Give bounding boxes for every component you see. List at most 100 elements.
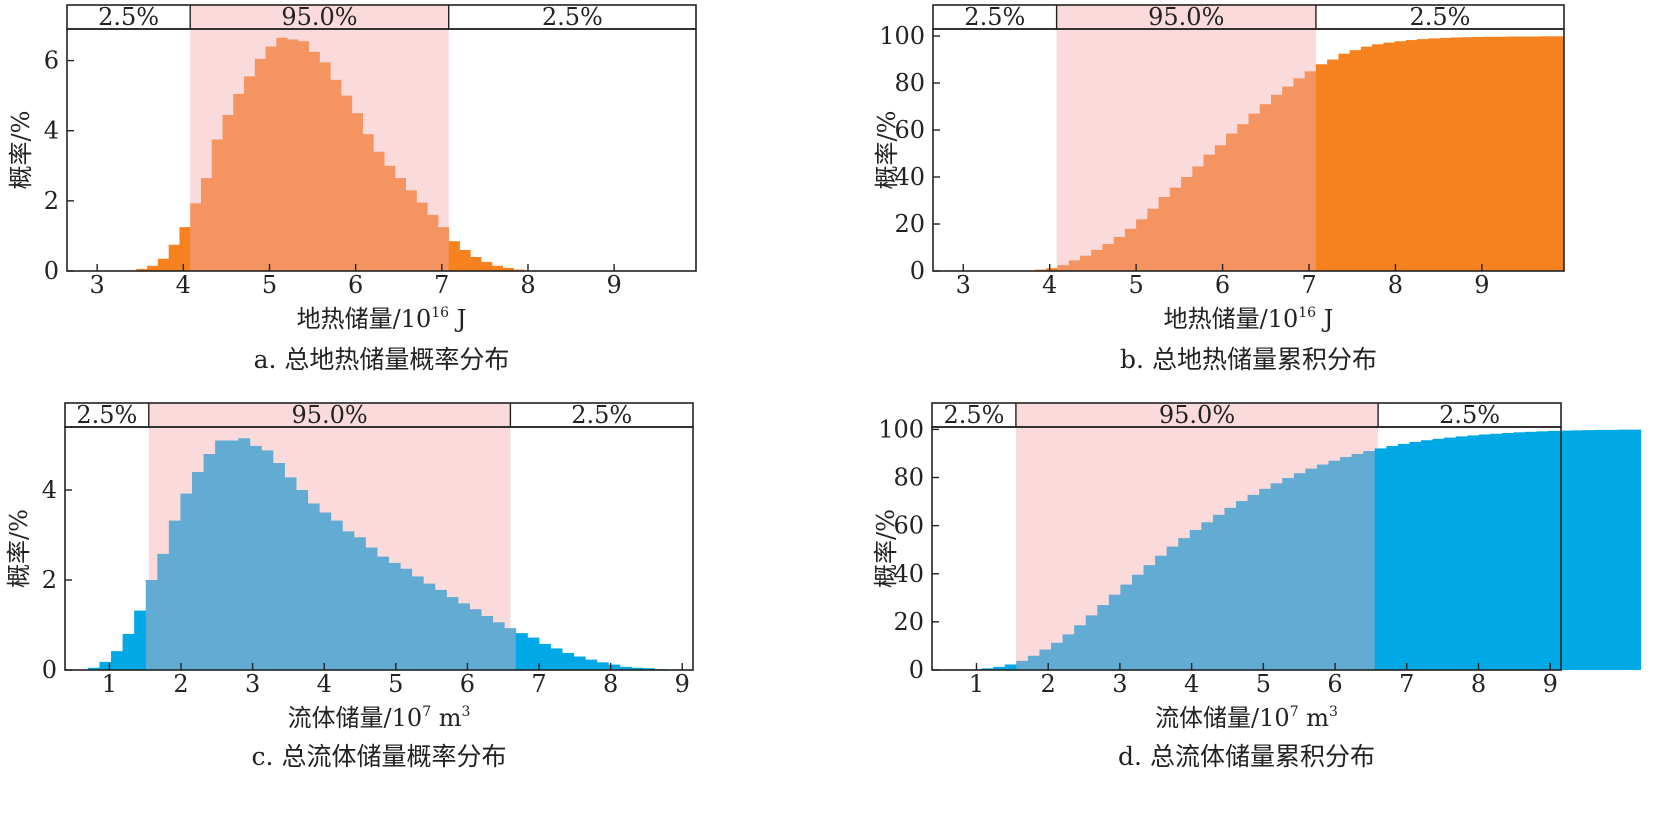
bar — [573, 656, 586, 670]
x-tick-label: 7 — [531, 670, 546, 698]
x-tick-label: 2 — [173, 670, 188, 698]
bar — [342, 531, 355, 670]
x-tick-label: 9 — [1474, 271, 1489, 299]
bar — [261, 450, 274, 670]
bar — [1004, 664, 1017, 670]
x-tick-label: 5 — [262, 271, 277, 299]
bar — [527, 637, 540, 670]
bar — [1629, 429, 1642, 670]
bar — [233, 93, 245, 271]
bar — [157, 258, 170, 271]
bar — [1439, 37, 1452, 271]
bar — [1417, 39, 1429, 272]
band-label-upper: 2.5% — [1409, 3, 1470, 31]
bar — [446, 597, 459, 670]
bar — [1166, 546, 1179, 670]
bar-series — [1023, 36, 1564, 272]
bar — [459, 249, 471, 271]
bar — [191, 472, 204, 670]
bar — [631, 667, 644, 670]
bar — [87, 667, 100, 670]
bar — [1248, 113, 1261, 272]
bar — [1420, 440, 1433, 670]
bar — [1360, 46, 1373, 271]
x-tick-label: 5 — [1128, 271, 1143, 299]
bar — [1192, 166, 1204, 271]
bar — [1282, 478, 1295, 670]
bar — [504, 628, 517, 670]
x-tick-label: 5 — [1256, 670, 1271, 698]
x-tick-label: 3 — [90, 271, 105, 299]
bar — [1178, 538, 1191, 670]
bar — [307, 503, 320, 670]
bar — [1091, 249, 1103, 271]
x-tick-label: 7 — [1301, 271, 1316, 299]
bar — [276, 37, 288, 272]
band-label-middle: 95.0% — [1159, 401, 1235, 429]
x-axis-label-text: 流体储量/10 — [288, 704, 423, 732]
y-tick-label: 40 — [894, 163, 925, 191]
bar — [400, 568, 413, 670]
x-axis-label-unit-exponent: 3 — [462, 704, 471, 720]
chart-panel-b: 2.5% 95.0% 2.5% 3 4 5 6 7 8 9 0 20 40 60 80 100 概率/% 地热储量… — [873, 3, 1565, 374]
bar — [469, 609, 482, 670]
x-axis-label-exponent: 7 — [422, 704, 431, 720]
bar — [190, 203, 202, 271]
x-tick-label: 6 — [460, 670, 475, 698]
x-tick-label: 4 — [176, 271, 191, 299]
bar — [1315, 64, 1328, 271]
bar — [1383, 42, 1395, 272]
bar — [373, 151, 385, 271]
bar-series — [958, 429, 1642, 670]
bar — [1224, 507, 1237, 670]
bar — [1432, 438, 1445, 670]
y-tick-label: 60 — [894, 116, 925, 144]
bar — [1259, 104, 1272, 271]
bar — [111, 651, 124, 670]
bar — [1467, 435, 1480, 670]
bar — [1428, 38, 1440, 272]
bar — [1506, 36, 1519, 271]
bar — [1293, 473, 1306, 670]
bar — [319, 512, 332, 670]
bar — [993, 666, 1006, 670]
bar — [550, 648, 563, 670]
bar — [1214, 145, 1227, 271]
x-tick-label: 8 — [603, 670, 618, 698]
x-tick-label: 3 — [245, 670, 260, 698]
bar — [168, 520, 181, 670]
bar — [1247, 494, 1260, 670]
y-tick-label: 2 — [42, 566, 57, 594]
bar — [168, 244, 180, 271]
y-axis-label: 概率/% — [872, 509, 900, 588]
chart-caption: b. 总地热储量累积分布 — [1120, 345, 1377, 374]
y-tick-label: 4 — [42, 476, 57, 504]
x-tick-label: 4 — [1042, 271, 1057, 299]
bar — [481, 616, 494, 670]
bar — [1513, 432, 1526, 670]
bar — [1473, 36, 1485, 272]
bar — [1124, 228, 1137, 271]
bar — [470, 256, 482, 271]
bar — [1039, 649, 1052, 670]
bar — [265, 46, 277, 272]
bar — [1108, 594, 1121, 670]
bar — [1226, 133, 1238, 271]
bar — [157, 553, 170, 670]
bar — [1102, 243, 1115, 271]
bar — [1374, 448, 1387, 670]
bar — [1529, 36, 1542, 271]
bar-series — [87, 438, 667, 670]
band-label-middle: 95.0% — [291, 401, 367, 429]
bar — [203, 454, 216, 670]
bar — [1203, 154, 1216, 271]
y-tick-label: 4 — [44, 117, 59, 145]
bar — [351, 113, 363, 271]
x-axis-label-text: 地热储量/10 — [297, 305, 432, 333]
bar — [1155, 555, 1168, 670]
bar — [1594, 429, 1607, 670]
x-axis-label-exponent: 16 — [1298, 305, 1316, 321]
bar — [619, 666, 632, 670]
bar — [226, 440, 239, 670]
